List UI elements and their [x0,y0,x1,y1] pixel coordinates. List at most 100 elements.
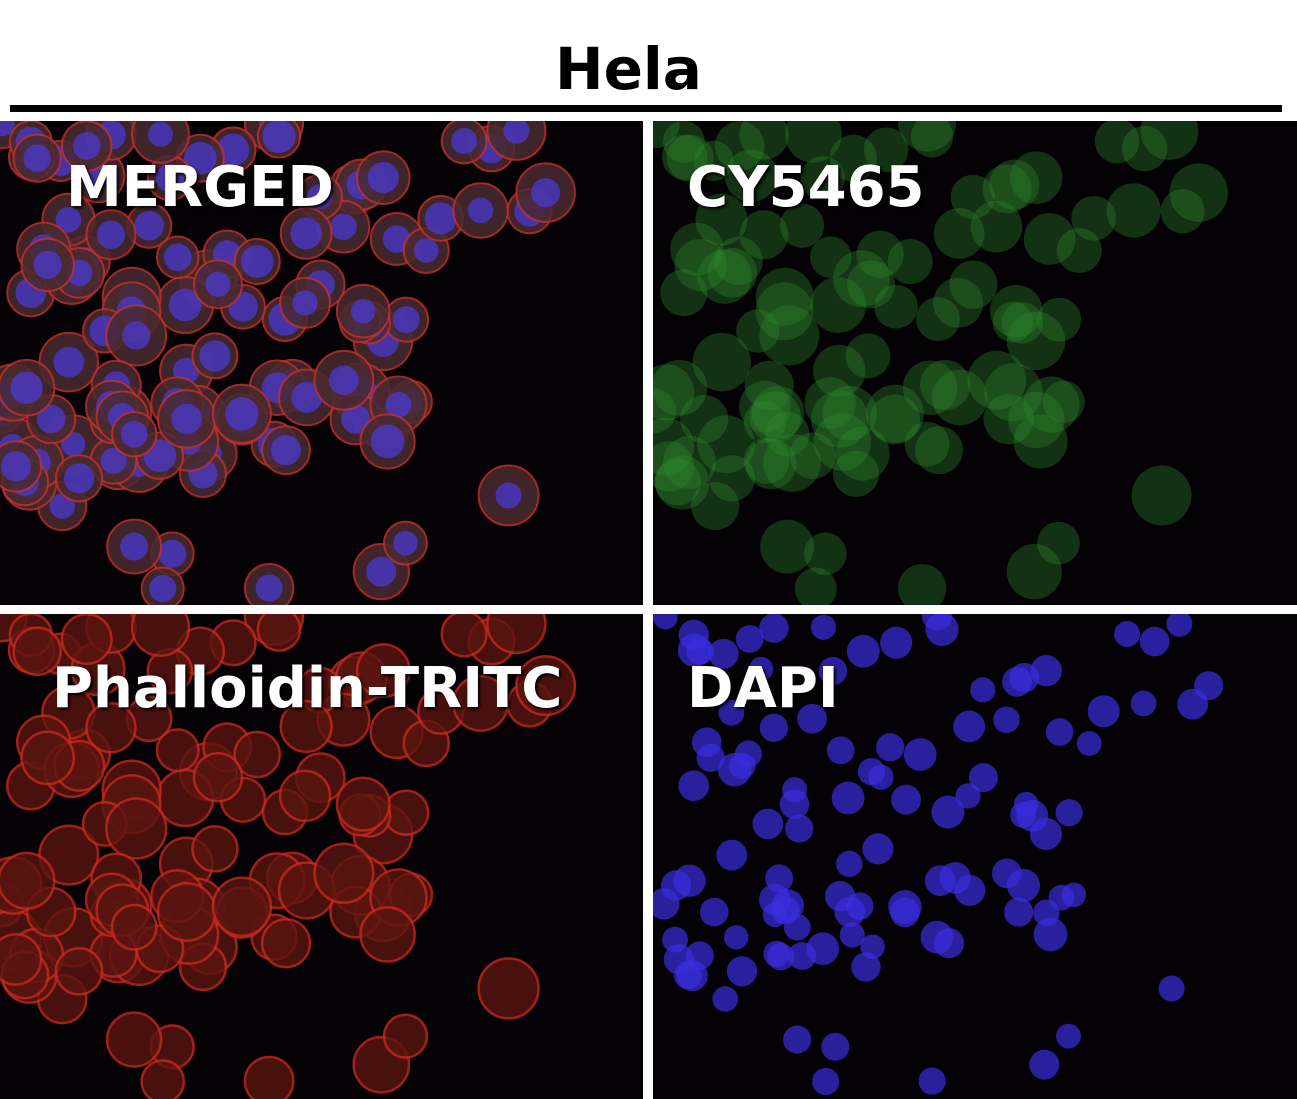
cell [12,133,62,183]
cell [803,532,847,576]
cell [760,519,815,574]
cell [653,359,708,416]
cell [440,614,488,658]
cell [904,421,950,467]
micrograph-dapi [653,614,1297,1099]
cell [0,851,56,910]
cell [1013,791,1039,817]
cell [1006,311,1066,371]
cell [898,563,947,605]
cell [1106,183,1161,238]
cell [0,358,56,417]
cell [211,383,272,444]
cell [1076,731,1102,756]
cell [851,952,881,982]
cell [1001,301,1044,344]
cell [191,332,239,380]
cell [140,1059,186,1099]
cell [759,614,789,643]
cell [739,210,789,260]
title-underline [10,105,1282,112]
cell [313,349,375,411]
cell [654,458,702,506]
cell [902,360,958,415]
cell [765,411,810,457]
cell [38,331,100,393]
cell [950,174,995,219]
cell [440,121,488,165]
cell [887,238,933,285]
cell [233,730,281,779]
cell [955,783,981,809]
cell [736,309,780,353]
cell [697,415,756,474]
cell [335,776,391,832]
cell [716,839,748,871]
cell [779,789,810,820]
cell [949,260,998,309]
cell [783,913,811,941]
cell [1023,213,1076,265]
cell [897,121,957,152]
cell [1160,189,1205,234]
cell [1131,465,1192,526]
cell [755,267,814,326]
cell [984,363,1043,422]
cell [452,674,510,732]
cell [847,260,895,309]
cell [60,614,113,665]
cell [1166,614,1193,637]
cell [749,656,774,681]
cell [693,140,734,181]
cell [662,121,705,163]
cell [918,1067,946,1095]
cell [729,752,756,779]
cell [1008,391,1065,449]
micrograph-phalloidin [0,614,643,1099]
cell [193,259,243,310]
cell [1169,163,1228,222]
cell [763,940,790,967]
cell [673,864,706,897]
cell [20,730,76,786]
panel-label-merged: MERGED [66,155,334,220]
micrograph-cy5465 [653,121,1297,605]
cell [359,413,416,470]
cell [686,637,714,665]
cell [54,946,104,996]
cell [156,881,217,942]
cell [146,155,193,202]
cell [1004,897,1034,927]
cell [663,436,717,489]
cell [515,162,576,223]
cell [697,249,752,304]
cell [932,369,988,426]
cell [868,764,894,790]
cell [915,426,963,475]
cell [826,736,855,765]
cell [924,865,956,897]
cell [992,858,1022,889]
cell [477,957,540,1020]
cell [243,1055,295,1099]
cell [880,626,913,659]
cell [417,194,465,242]
cell [856,230,904,278]
cell [821,1032,850,1061]
panel-label-phalloidin: Phalloidin-TRITC [52,656,563,721]
cell [933,277,984,328]
cell [780,203,825,248]
cell [1094,121,1140,164]
cell [915,297,960,342]
cell [85,209,137,261]
cell [707,248,758,298]
cell [829,134,877,182]
cell [783,1025,812,1054]
cell [260,918,312,969]
cell [752,808,784,840]
cell [833,250,890,308]
cell [110,903,158,951]
cell [660,269,708,317]
cell [910,121,954,158]
cell [714,121,765,171]
